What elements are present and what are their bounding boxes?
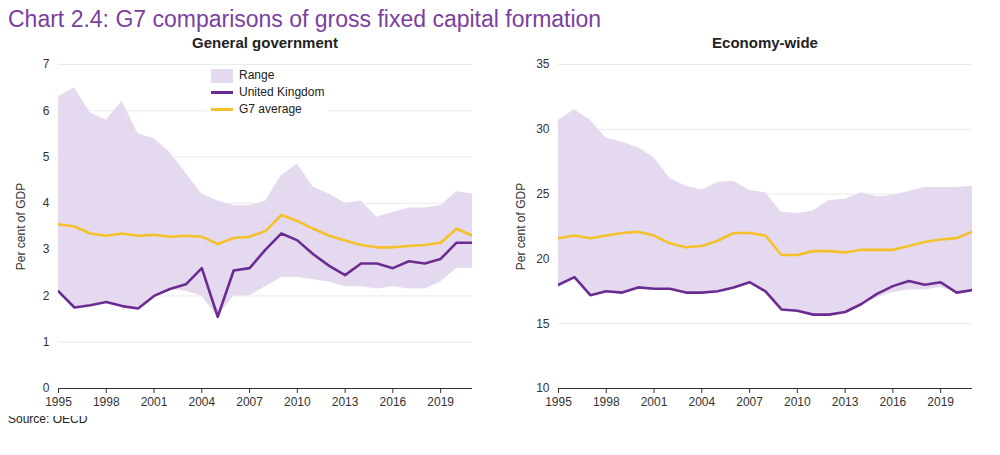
svg-text:2019: 2019 bbox=[427, 395, 454, 409]
svg-text:5: 5 bbox=[43, 150, 50, 164]
svg-text:2019: 2019 bbox=[927, 395, 954, 409]
html-text:United Kingdom: United Kingdom bbox=[239, 85, 325, 99]
svg-text:7: 7 bbox=[43, 57, 50, 71]
svg-text:2016: 2016 bbox=[380, 395, 407, 409]
svg-text:0: 0 bbox=[43, 381, 50, 395]
html-text:General government: General government bbox=[192, 34, 338, 51]
svg-text:1995: 1995 bbox=[545, 395, 572, 409]
svg-text:Per cent of GDP: Per cent of GDP bbox=[514, 183, 528, 270]
svg-text:1998: 1998 bbox=[93, 395, 120, 409]
svg-text:Per cent of GDP: Per cent of GDP bbox=[14, 183, 28, 270]
svg-text:15: 15 bbox=[536, 317, 550, 331]
svg-text:2010: 2010 bbox=[784, 395, 811, 409]
html-text:Source: OECD: Source: OECD bbox=[8, 412, 88, 426]
svg-text:2004: 2004 bbox=[188, 395, 215, 409]
svg-text:6: 6 bbox=[43, 104, 50, 118]
svg-text:2013: 2013 bbox=[332, 395, 359, 409]
svg-text:2007: 2007 bbox=[236, 395, 263, 409]
svg-text:2007: 2007 bbox=[736, 395, 763, 409]
svg-text:1998: 1998 bbox=[593, 395, 620, 409]
svg-text:3: 3 bbox=[43, 242, 50, 256]
svg-text:2013: 2013 bbox=[832, 395, 859, 409]
svg-text:20: 20 bbox=[536, 252, 550, 266]
svg-text:2004: 2004 bbox=[688, 395, 715, 409]
svg-text:2010: 2010 bbox=[284, 395, 311, 409]
html-text:Chart 2.4: G7 comparisons of g: Chart 2.4: G7 comparisons of gross fixed… bbox=[8, 6, 602, 32]
svg-text:1995: 1995 bbox=[45, 395, 72, 409]
svg-text:2016: 2016 bbox=[880, 395, 907, 409]
html-text:Economy-wide: Economy-wide bbox=[712, 34, 818, 51]
svg-text:30: 30 bbox=[536, 122, 550, 136]
html-text:Range: Range bbox=[239, 68, 275, 82]
svg-text:10: 10 bbox=[536, 381, 550, 395]
svg-text:25: 25 bbox=[536, 187, 550, 201]
svg-text:4: 4 bbox=[43, 196, 50, 210]
svg-text:2001: 2001 bbox=[641, 395, 668, 409]
svg-text:35: 35 bbox=[536, 57, 550, 71]
svg-text:1: 1 bbox=[43, 335, 50, 349]
svg-text:2001: 2001 bbox=[141, 395, 168, 409]
html-text:G7 average: G7 average bbox=[239, 102, 302, 116]
svg-text:2: 2 bbox=[43, 289, 50, 303]
